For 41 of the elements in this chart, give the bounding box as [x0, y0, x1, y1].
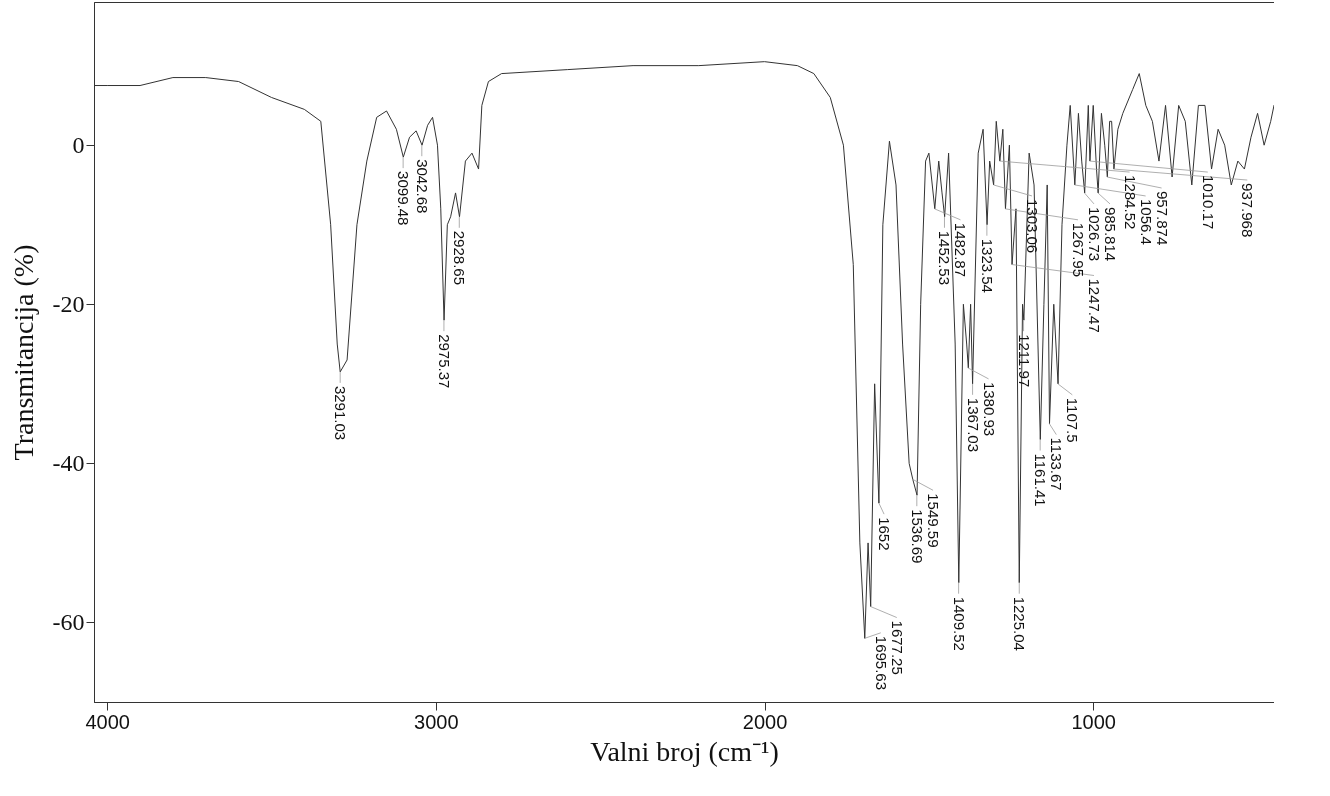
annotation: 1267.95 [1069, 222, 1087, 278]
annotation: 2975.37 [435, 334, 453, 389]
annotation: 1652 [876, 517, 894, 551]
x-tick-label: 2000 [742, 710, 788, 733]
y-tick-label: -20 [52, 290, 85, 317]
annotation: 1056.4 [1137, 198, 1155, 245]
annotation: 1482.87 [952, 222, 970, 278]
annotation: 985.814 [1101, 206, 1119, 262]
annotation: 1677.25 [888, 620, 906, 675]
annotation: 1010.17 [1199, 175, 1217, 230]
annotation: 1107.5 [1064, 397, 1082, 443]
x-tick-label: 1000 [1071, 710, 1116, 733]
annotation: 1323.54 [978, 238, 996, 293]
annotation: 1452.53 [936, 230, 954, 286]
annotation: 1284.52 [1121, 175, 1139, 230]
annotation: 1161.41 [1032, 453, 1050, 507]
y-tick-label: -60 [52, 608, 85, 635]
annotation: 1549.59 [925, 493, 943, 548]
annotation: 1026.73 [1085, 206, 1103, 262]
x-tick-label: 4000 [85, 710, 130, 733]
annotation: 3099.48 [395, 171, 413, 226]
annotation: 1225.04 [1011, 596, 1029, 651]
y-tick-label: -40 [52, 449, 85, 476]
annotation: 1695.63 [872, 635, 890, 691]
annotation: 3291.03 [332, 385, 350, 441]
annotation: 1303.06 [1023, 198, 1041, 254]
y-axis-title: Transmitancija (%) [7, 244, 39, 461]
annotation: 1380.93 [980, 381, 998, 437]
annotation: 1133.67 [1048, 437, 1066, 491]
annotation: 1367.03 [964, 397, 982, 453]
annotation: 957.874 [1153, 191, 1171, 246]
y-tick-label: 0 [72, 131, 85, 158]
x-tick-label: 3000 [414, 710, 459, 733]
annotation: 1409.52 [950, 596, 968, 651]
annotation: 1536.69 [908, 509, 926, 564]
annotation: 1211.97 [1015, 334, 1033, 388]
annotation: 2928.65 [451, 230, 469, 286]
annotation: 3042.68 [413, 159, 431, 214]
x-axis-title: Valni broj (cm⁻¹) [590, 735, 779, 767]
annotation: 1247.47 [1085, 278, 1103, 333]
annotation: 937.968 [1239, 183, 1257, 238]
